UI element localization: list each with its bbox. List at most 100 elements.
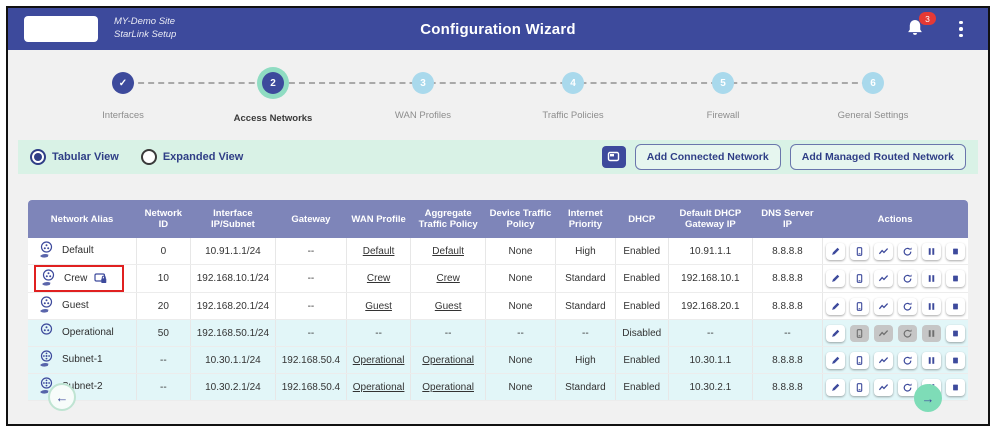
table-row-operational: Operational50192.168.50.1/24----------Di… — [28, 320, 968, 347]
chart-action-button[interactable] — [874, 298, 893, 315]
pause-action-button[interactable] — [922, 270, 941, 287]
pause-action-button[interactable] — [922, 243, 941, 260]
agg-policy-link[interactable]: Operational — [422, 382, 474, 393]
step-label: General Settings — [838, 110, 909, 121]
priority-cell: Standard — [555, 374, 615, 401]
agg-policy-link[interactable]: Operational — [422, 355, 474, 366]
column-header: Internet Priority — [555, 200, 615, 238]
stop-action-button[interactable] — [946, 352, 965, 369]
notifications-button[interactable]: 3 — [904, 17, 930, 41]
network-alias-cell: Operational — [28, 320, 136, 347]
back-arrow-icon: ← — [56, 390, 69, 405]
step-label: Firewall — [707, 110, 740, 121]
more-menu-button[interactable] — [954, 18, 968, 40]
devices-action-button[interactable] — [850, 352, 869, 369]
dhcp-cell: Enabled — [615, 374, 668, 401]
wan-profile-link[interactable]: Default — [363, 246, 395, 257]
agg-policy-cell: Crew — [411, 265, 486, 293]
dhcp-gw-cell: 10.30.1.1 — [668, 347, 753, 374]
devices-action-button[interactable] — [850, 270, 869, 287]
network-id-cell: 0 — [136, 238, 191, 265]
notification-badge: 3 — [919, 12, 936, 25]
dhcp-cell: Enabled — [615, 238, 668, 265]
agg-policy-link[interactable]: Default — [432, 246, 464, 257]
stop-action-button[interactable] — [946, 379, 965, 396]
alias: Guest — [34, 294, 93, 317]
edit-action-button[interactable] — [826, 352, 845, 369]
step-general-settings[interactable]: 6 General Settings — [798, 54, 948, 138]
actions-cell — [822, 238, 968, 265]
stop-action-button[interactable] — [946, 325, 965, 342]
pause-action-button[interactable] — [922, 298, 941, 315]
stop-action-button[interactable] — [946, 270, 965, 287]
step-circle: 6 — [862, 72, 884, 94]
step-wan-profiles[interactable]: 3WAN Profiles — [348, 54, 498, 138]
wan-profile-link[interactable]: Guest — [365, 301, 392, 312]
step-symbol: 5 — [720, 78, 726, 89]
priority-cell: Standard — [555, 265, 615, 293]
stop-action-button[interactable] — [946, 243, 965, 260]
dns-cell: 8.8.8.8 — [753, 265, 823, 293]
edit-action-button[interactable] — [826, 270, 845, 287]
chart-action-button[interactable] — [874, 243, 893, 260]
step-symbol: ✓ — [119, 78, 127, 89]
edit-action-button[interactable] — [826, 243, 845, 260]
wan-profile-link[interactable]: Crew — [367, 273, 390, 284]
dhcp-cell: Enabled — [615, 293, 668, 320]
pause-action-button[interactable] — [922, 352, 941, 369]
wan-profile-link[interactable]: Operational — [353, 382, 405, 393]
refresh-action-button[interactable] — [898, 298, 917, 315]
devices-action-button[interactable] — [850, 379, 869, 396]
wan-profile-link[interactable]: Operational — [353, 355, 405, 366]
step-circle: ✓ — [112, 72, 134, 94]
chart-action-button[interactable] — [874, 379, 893, 396]
tabular-view-radio[interactable]: Tabular View — [30, 149, 119, 165]
actions-cell — [822, 265, 968, 293]
gateway-cell: 192.168.50.4 — [275, 347, 346, 374]
agg-policy-cell: Operational — [411, 374, 486, 401]
step-interfaces[interactable]: ✓Interfaces — [48, 54, 198, 138]
dhcp-gw-cell: -- — [668, 320, 753, 347]
step-firewall[interactable]: 5 Firewall — [648, 54, 798, 138]
gateway-cell: -- — [275, 293, 346, 320]
column-header: DNS Server IP — [753, 200, 823, 238]
step-access-networks[interactable]: 2Access Networks — [198, 54, 348, 138]
column-header: Network Alias — [28, 200, 136, 238]
agg-policy-link[interactable]: Crew — [436, 273, 459, 284]
add-managed-routed-network-button[interactable]: Add Managed Routed Network — [790, 144, 966, 170]
ip-subnet-cell: 10.30.1.1/24 — [191, 347, 276, 374]
refresh-action-button[interactable] — [898, 243, 917, 260]
toolbar-actions: Add Connected Network Add Managed Routed… — [602, 144, 966, 170]
step-label: WAN Profiles — [395, 110, 451, 121]
network-id-cell: 50 — [136, 320, 191, 347]
chart-action-button[interactable] — [874, 352, 893, 369]
actions-cell — [822, 347, 968, 374]
step-traffic-policies[interactable]: 4Traffic Policies — [498, 54, 648, 138]
stop-action-button[interactable] — [946, 298, 965, 315]
edit-action-button[interactable] — [826, 298, 845, 315]
refresh-action-button[interactable] — [898, 352, 917, 369]
column-header: Network ID — [136, 200, 191, 238]
devices-action-button[interactable] — [850, 298, 869, 315]
expanded-view-radio[interactable]: Expanded View — [141, 149, 244, 165]
wan-profile-cell: Default — [347, 238, 411, 265]
device-policy-cell: None — [486, 347, 556, 374]
refresh-action-button[interactable] — [898, 270, 917, 287]
step-symbol: 4 — [570, 78, 576, 89]
next-button[interactable]: → — [914, 384, 942, 412]
network-alias-cell: Subnet-2 — [28, 374, 136, 401]
back-button[interactable]: ← — [48, 383, 76, 411]
column-header: Default DHCP Gateway IP — [668, 200, 753, 238]
chart-action-button[interactable] — [874, 270, 893, 287]
network-alias-cell: Guest — [28, 293, 136, 320]
agg-policy-link[interactable]: Guest — [435, 301, 462, 312]
devices-action-button[interactable] — [850, 243, 869, 260]
next-arrow-icon: → — [922, 391, 935, 406]
network-id-cell: 10 — [136, 265, 191, 293]
network-alias-cell: Default — [28, 238, 136, 265]
edit-action-button[interactable] — [826, 379, 845, 396]
display-view-button[interactable] — [602, 146, 626, 168]
add-connected-network-button[interactable]: Add Connected Network — [635, 144, 781, 170]
alias: Operational — [34, 321, 118, 344]
edit-action-button[interactable] — [826, 325, 845, 342]
